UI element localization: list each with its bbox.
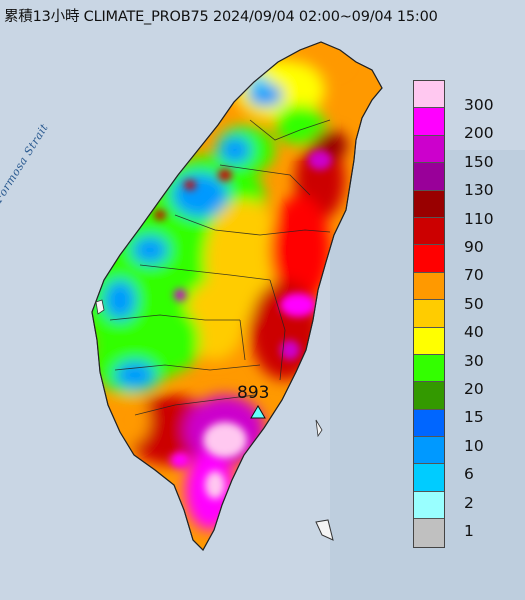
legend-label: 150 <box>464 152 494 171</box>
legend-swatch <box>414 300 444 328</box>
orchid-island <box>315 519 334 541</box>
legend-label: 10 <box>464 436 484 455</box>
legend-label: 15 <box>464 408 484 427</box>
green-island <box>315 419 323 438</box>
county-boundaries <box>109 119 331 416</box>
legend-swatch <box>414 163 444 191</box>
legend-label: 50 <box>464 294 484 313</box>
legend-label: 300 <box>464 96 494 114</box>
legend-label: 20 <box>464 380 484 398</box>
max-rainfall-value: 893 <box>237 383 270 403</box>
legend-label: 1 <box>464 522 474 540</box>
legend-swatch <box>414 464 444 492</box>
legend-swatch <box>414 327 444 355</box>
max-rainfall-marker <box>250 405 266 419</box>
legend-label: 110 <box>464 209 494 228</box>
legend-swatch <box>414 272 444 301</box>
legend-swatch <box>414 190 444 218</box>
legend-swatch <box>414 382 444 410</box>
legend-label: 130 <box>464 181 494 200</box>
color-legend <box>413 80 445 548</box>
map-title: 累積13小時 CLIMATE_PROB75 2024/09/04 02:00~0… <box>4 9 438 25</box>
legend-label: 70 <box>464 266 484 285</box>
legend-label: 30 <box>464 351 484 370</box>
legend-label: 6 <box>464 465 474 484</box>
legend-swatch <box>414 217 444 246</box>
legend-label: 40 <box>464 323 484 342</box>
legend-swatch <box>414 108 444 136</box>
legend-swatch <box>414 491 444 520</box>
legend-swatch <box>414 135 444 164</box>
legend-swatch <box>414 437 444 465</box>
legend-label: 200 <box>464 124 494 143</box>
legend-swatch <box>414 354 444 383</box>
legend-label: 90 <box>464 238 484 256</box>
legend-swatch <box>414 519 444 547</box>
legend-label: 2 <box>464 493 474 512</box>
legend-swatch <box>414 245 444 273</box>
islet-west <box>95 299 105 315</box>
legend-swatch <box>414 409 444 438</box>
legend-swatch <box>414 81 444 109</box>
